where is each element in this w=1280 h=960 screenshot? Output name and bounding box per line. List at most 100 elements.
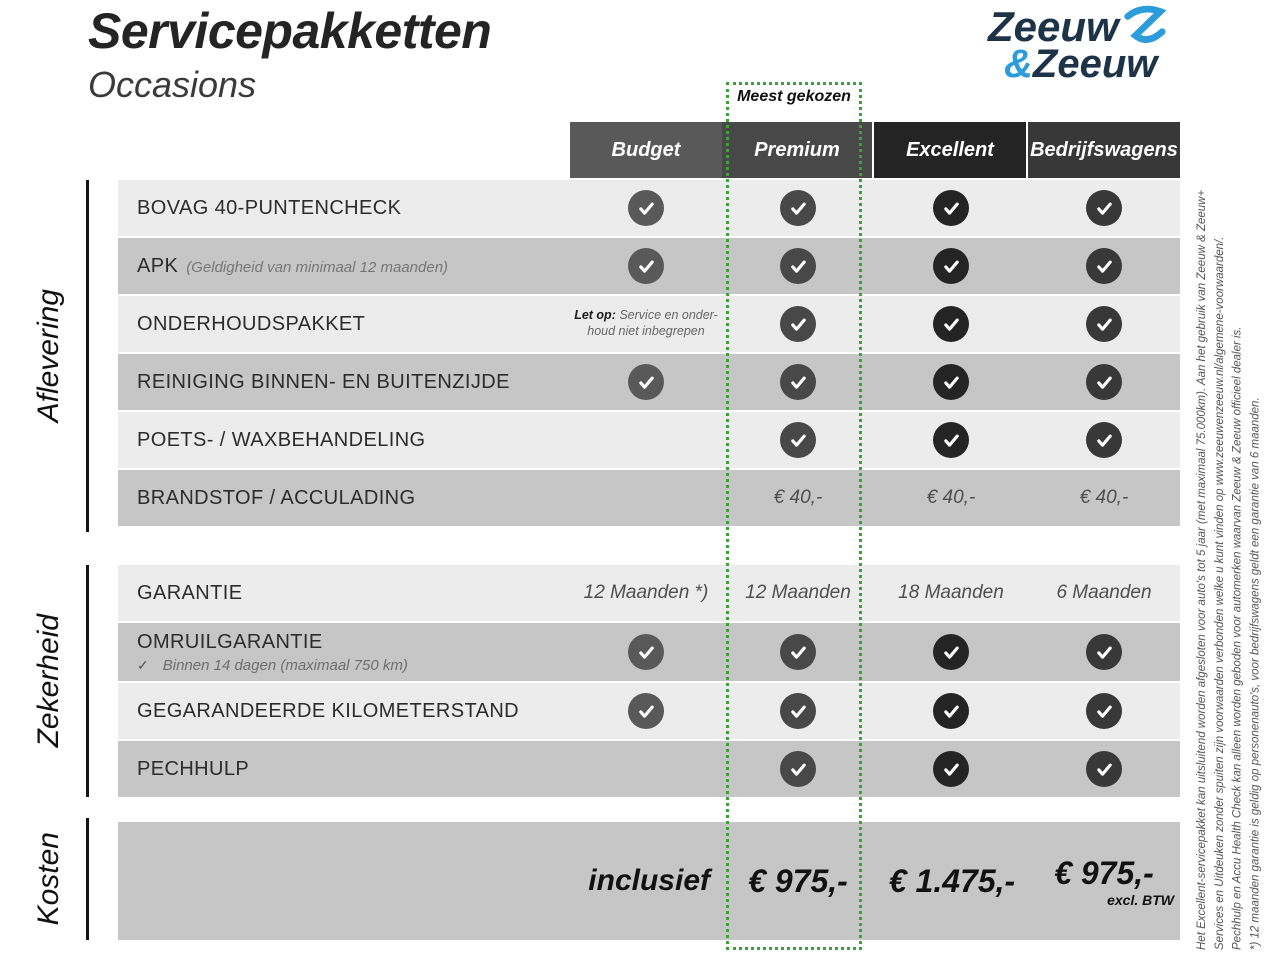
check-icon: [1086, 751, 1122, 787]
check-icon: [780, 248, 816, 284]
row-label-text: OMRUILGARANTIE: [137, 630, 323, 653]
table-row: BOVAG 40-PUNTENCHECK: [118, 180, 1180, 236]
check-icon: [780, 751, 816, 787]
cell-excellent: [874, 422, 1028, 458]
row-label-text: ONDERHOUDSPAKKET: [137, 312, 366, 335]
disclaimer-text: Het Excellent-servicepakket kan uitsluit…: [1194, 118, 1264, 950]
cell-premium: [722, 248, 874, 284]
cell-budget: [570, 634, 722, 670]
table-row: BRANDSTOF / ACCULADING € 40,- € 40,- € 40,-: [118, 470, 1180, 526]
row-label: BOVAG 40-PUNTENCHECK: [118, 197, 570, 220]
row-label-text: POETS- / WAXBEHANDELING: [137, 428, 426, 451]
disclaimer-line: Services en Uitdeuken zonder spuiten zij…: [1213, 236, 1226, 950]
row-label: GARANTIE: [118, 582, 570, 605]
cell-excellent: [874, 751, 1028, 787]
row-label-text: APK: [137, 254, 179, 277]
kosten-budget-value: inclusief: [588, 864, 710, 897]
page-subtitle: Occasions: [88, 64, 257, 105]
cell-value: 18 Maanden: [898, 582, 1004, 603]
cell-bedrijfswagens: [1028, 693, 1180, 729]
cell-bedrijfswagens: [1028, 751, 1180, 787]
cell-excellent: [874, 693, 1028, 729]
check-icon: [933, 693, 969, 729]
row-label-text: REINIGING BINNEN- EN BUITENZIJDE: [137, 370, 510, 393]
check-icon: [1086, 248, 1122, 284]
logo-ampersand: &: [1004, 42, 1033, 86]
cell-excellent: [874, 306, 1028, 342]
cell-premium: [722, 634, 874, 670]
cell-budget: Let op: Service en onder-houd niet inbeg…: [570, 308, 722, 339]
table-row: GEGARANDEERDE KILOMETERSTAND: [118, 683, 1180, 739]
check-icon: [628, 190, 664, 226]
cell-excellent: [874, 248, 1028, 284]
table-row: ONDERHOUDSPAKKET Let op: Service en onder…: [118, 296, 1180, 352]
row-label-text: PECHHULP: [137, 757, 250, 780]
cell-premium: 12 Maanden: [722, 582, 874, 604]
logo-line-1: Zeeuw: [988, 6, 1167, 48]
row-label: REINIGING BINNEN- EN BUITENZIJDE: [118, 371, 570, 394]
cell-premium: [722, 751, 874, 787]
cell-budget: [570, 190, 722, 226]
small-check-icon: ✓: [137, 656, 149, 673]
cell-premium: € 40,-: [722, 487, 874, 509]
excl-btw-note: excl. BTW: [1107, 891, 1174, 908]
check-icon: [628, 248, 664, 284]
aflevering-rail-line: [86, 180, 89, 532]
row-label: BRANDSTOF / ACCULADING: [118, 487, 570, 510]
table-row: PECHHULP: [118, 741, 1180, 797]
cell-premium: [722, 306, 874, 342]
row-label: PECHHULP: [118, 758, 570, 781]
cell-excellent: [874, 190, 1028, 226]
row-label-text: BRANDSTOF / ACCULADING: [137, 486, 416, 509]
row-label: POETS- / WAXBEHANDELING: [118, 429, 570, 452]
zeeuw-en-zeeuw-logo: Zeeuw &Zeeuw: [988, 6, 1167, 84]
check-icon: [933, 422, 969, 458]
zekerheid-rail-line: [86, 565, 89, 797]
row-label: APK (Geldigheid van minimaal 12 maanden): [118, 255, 570, 278]
cell-value: 6 Maanden: [1056, 582, 1152, 603]
check-icon: [1086, 306, 1122, 342]
cell-bedrijfswagens: [1028, 306, 1180, 342]
cell-value: € 40,-: [773, 487, 823, 508]
cell-premium: [722, 693, 874, 729]
cell-excellent: 18 Maanden: [874, 582, 1028, 604]
check-icon: [933, 751, 969, 787]
check-icon: [628, 364, 664, 400]
column-headers: Budget Premium Excellent Bedrijfswagens: [570, 122, 1180, 178]
row-label-subtext: ✓ Binnen 14 dagen (maximaal 750 km): [137, 656, 408, 674]
disclaimer-line: Pechhulp en Accu Health Check kan alleen…: [1231, 326, 1244, 951]
cell-premium: [722, 422, 874, 458]
cell-value: € 40,-: [1079, 487, 1129, 508]
logo-line-2: &Zeeuw: [988, 44, 1167, 84]
cell-premium: [722, 364, 874, 400]
check-icon: [780, 693, 816, 729]
logo-word-zeeuw-2: Zeeuw: [1032, 42, 1158, 86]
cell-bedrijfswagens: [1028, 248, 1180, 284]
cell-budget: [570, 364, 722, 400]
kosten-bedrijfswagens-amount: € 975,-: [1054, 854, 1154, 891]
page-title: Servicepakketten: [88, 3, 492, 59]
cell-value: 12 Maanden: [745, 582, 851, 603]
kosten-section-label: Kosten: [32, 832, 65, 926]
row-label-text: BOVAG 40-PUNTENCHECK: [137, 196, 402, 219]
kosten-excellent-price: € 1.475,-: [888, 862, 1016, 899]
row-label: GEGARANDEERDE KILOMETERSTAND: [118, 700, 570, 723]
row-label-text: GARANTIE: [137, 581, 243, 604]
cell-budget: [570, 248, 722, 284]
row-label-text: GEGARANDEERDE KILOMETERSTAND: [137, 699, 520, 722]
table-row: OMRUILGARANTIE ✓ Binnen 14 dagen (maximaal…: [118, 623, 1180, 681]
disclaimer-line: Het Excellent-servicepakket kan uitsluit…: [1196, 189, 1208, 950]
check-icon: [933, 634, 969, 670]
table-row: APK (Geldigheid van minimaal 12 maanden): [118, 238, 1180, 294]
check-icon: [1086, 364, 1122, 400]
zekerheid-section-label: Zekerheid: [32, 614, 65, 748]
logo-word-zeeuw: Zeeuw: [988, 3, 1119, 50]
row-label-subtext: (Geldigheid van minimaal 12 maanden): [186, 258, 449, 276]
check-icon: [780, 634, 816, 670]
column-header-premium: Premium: [722, 122, 872, 178]
disclaimer-line: *) 12 maanden garantie is geldig op pers…: [1249, 397, 1262, 950]
section-zekerheid-rows: GARANTIE 12 Maanden *) 12 Maanden 18 Maande…: [118, 565, 1180, 799]
cell-bedrijfswagens: [1028, 422, 1180, 458]
table-row: REINIGING BINNEN- EN BUITENZIJDE: [118, 354, 1180, 410]
check-icon: [780, 364, 816, 400]
